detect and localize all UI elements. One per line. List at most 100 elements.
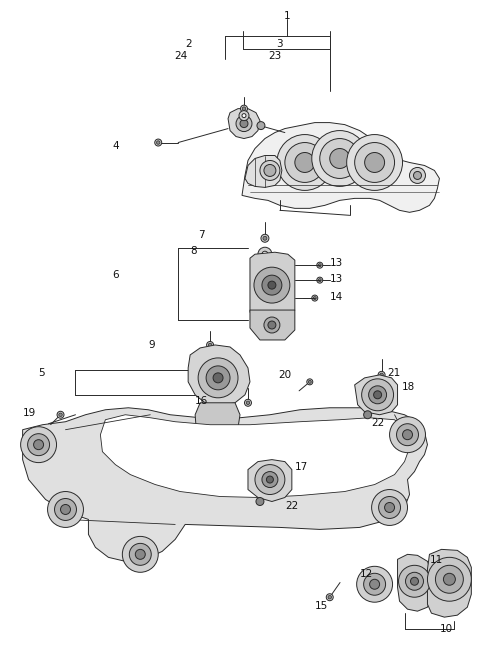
Polygon shape	[250, 252, 295, 322]
Text: 23: 23	[268, 51, 281, 61]
Text: 15: 15	[315, 601, 328, 611]
Circle shape	[57, 411, 64, 419]
Circle shape	[330, 148, 350, 169]
Circle shape	[156, 141, 160, 144]
Circle shape	[28, 434, 49, 456]
Circle shape	[198, 358, 238, 398]
Circle shape	[262, 472, 278, 487]
Circle shape	[380, 373, 384, 377]
Circle shape	[378, 371, 385, 379]
Text: 21: 21	[387, 368, 401, 378]
Circle shape	[206, 366, 230, 390]
Polygon shape	[248, 460, 292, 501]
Circle shape	[206, 342, 214, 348]
Polygon shape	[242, 123, 439, 213]
Circle shape	[236, 115, 252, 132]
Circle shape	[255, 464, 285, 495]
Circle shape	[262, 251, 268, 257]
Circle shape	[129, 543, 151, 565]
Text: 6: 6	[112, 270, 119, 280]
Circle shape	[369, 386, 386, 404]
Text: 10: 10	[439, 624, 453, 634]
Circle shape	[406, 572, 423, 590]
Text: 13: 13	[330, 258, 343, 268]
Circle shape	[364, 573, 385, 595]
Circle shape	[277, 134, 333, 190]
Text: 22: 22	[372, 418, 385, 428]
Circle shape	[317, 277, 323, 283]
Circle shape	[435, 565, 463, 593]
Circle shape	[347, 134, 403, 190]
Text: 19: 19	[23, 408, 36, 418]
Circle shape	[410, 577, 419, 585]
Polygon shape	[355, 375, 397, 415]
Circle shape	[266, 476, 274, 483]
Text: 9: 9	[148, 340, 155, 350]
Circle shape	[256, 497, 264, 506]
Text: 16: 16	[195, 396, 208, 406]
Circle shape	[317, 262, 323, 268]
Circle shape	[444, 573, 456, 585]
Circle shape	[320, 138, 360, 178]
Circle shape	[409, 167, 425, 184]
Circle shape	[213, 373, 223, 383]
Polygon shape	[195, 403, 240, 435]
Circle shape	[242, 113, 246, 117]
Polygon shape	[245, 155, 282, 188]
Circle shape	[55, 499, 76, 520]
Polygon shape	[100, 415, 409, 497]
Circle shape	[60, 504, 71, 514]
Circle shape	[312, 131, 368, 186]
Circle shape	[390, 417, 425, 453]
Circle shape	[398, 565, 431, 597]
Circle shape	[240, 119, 248, 127]
Polygon shape	[428, 549, 471, 617]
Text: 1: 1	[284, 11, 290, 21]
Text: 5: 5	[38, 368, 45, 378]
Text: 22: 22	[285, 501, 298, 512]
Circle shape	[258, 247, 272, 261]
Text: 11: 11	[430, 556, 443, 565]
Polygon shape	[250, 310, 295, 340]
Circle shape	[413, 171, 421, 180]
Circle shape	[403, 430, 412, 440]
Text: 24: 24	[174, 51, 188, 61]
Circle shape	[428, 558, 471, 601]
Circle shape	[122, 537, 158, 572]
Circle shape	[361, 379, 394, 411]
Circle shape	[365, 152, 384, 173]
Circle shape	[260, 161, 280, 180]
Circle shape	[264, 165, 276, 176]
Circle shape	[295, 152, 315, 173]
Circle shape	[268, 281, 276, 289]
Circle shape	[155, 139, 162, 146]
Circle shape	[239, 111, 249, 121]
Circle shape	[326, 594, 333, 601]
Circle shape	[59, 413, 62, 417]
Circle shape	[357, 566, 393, 602]
Circle shape	[370, 579, 380, 589]
Text: 14: 14	[330, 292, 343, 302]
Text: 20: 20	[278, 370, 291, 380]
Text: 17: 17	[295, 462, 308, 472]
Text: 4: 4	[112, 140, 119, 150]
Circle shape	[396, 424, 419, 445]
Circle shape	[246, 401, 250, 405]
Text: 3: 3	[276, 39, 283, 49]
Circle shape	[242, 107, 246, 110]
Circle shape	[364, 411, 372, 419]
Circle shape	[372, 489, 408, 525]
Circle shape	[261, 234, 269, 242]
Circle shape	[313, 297, 316, 300]
Circle shape	[355, 142, 395, 182]
Circle shape	[285, 142, 325, 182]
Circle shape	[307, 379, 313, 385]
Circle shape	[254, 267, 290, 303]
Text: 13: 13	[330, 274, 343, 284]
Circle shape	[264, 317, 280, 333]
Circle shape	[262, 275, 282, 295]
Circle shape	[268, 321, 276, 329]
Polygon shape	[188, 345, 250, 406]
Circle shape	[308, 380, 312, 383]
Circle shape	[373, 391, 382, 399]
